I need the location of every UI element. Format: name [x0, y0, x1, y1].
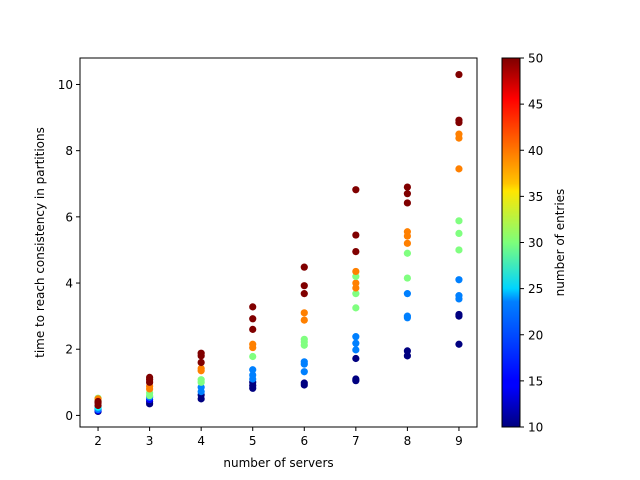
data-point — [403, 199, 411, 207]
data-point — [455, 340, 463, 348]
data-point — [403, 290, 411, 298]
data-point — [300, 316, 308, 324]
data-point — [455, 292, 463, 300]
x-tick-label: 7 — [352, 434, 360, 448]
data-point — [352, 375, 360, 383]
data-point — [352, 284, 360, 292]
colorbar-gradient — [501, 57, 521, 428]
y-tick-label: 2 — [65, 343, 73, 357]
data-point — [352, 354, 360, 363]
y-axis-label: time to reach consistency in partitions — [33, 127, 47, 358]
x-tick-label: 4 — [197, 434, 205, 448]
data-point — [455, 116, 463, 124]
x-tick-label: 2 — [94, 434, 102, 448]
data-points — [94, 70, 463, 416]
data-point — [352, 272, 360, 281]
data-point — [403, 312, 411, 320]
data-point — [403, 239, 411, 247]
data-point — [249, 371, 257, 379]
data-point — [249, 352, 257, 361]
data-point — [455, 310, 463, 319]
data-point — [300, 282, 308, 290]
data-point — [249, 303, 257, 311]
data-point — [197, 376, 205, 384]
x-tick-label: 3 — [146, 434, 154, 448]
x-tick-label: 9 — [455, 434, 463, 448]
data-point — [300, 263, 308, 271]
data-point — [455, 229, 463, 237]
data-point — [352, 186, 360, 194]
colorbar-tick-label: 15 — [528, 374, 543, 388]
x-tick-label: 8 — [404, 434, 412, 448]
data-point — [352, 279, 360, 287]
colorbar-tick-label: 10 — [528, 421, 543, 435]
data-point — [249, 315, 257, 323]
plot-area — [79, 57, 478, 428]
data-point — [403, 347, 411, 355]
colorbar-tick-label: 45 — [528, 98, 543, 112]
data-point — [300, 379, 308, 387]
x-axis-ticks: 2 3 4 5 6 7 8 9 — [94, 427, 463, 448]
y-tick-label: 0 — [65, 409, 73, 423]
data-point — [146, 373, 154, 381]
colorbar: 10 15 20 25 30 35 40 45 50 number of entries — [501, 52, 567, 435]
data-point — [455, 130, 463, 138]
x-axis-label: number of servers — [223, 456, 333, 470]
data-point — [300, 368, 308, 376]
data-point — [352, 231, 360, 239]
colorbar-tick-label: 35 — [528, 190, 543, 204]
y-tick-label: 10 — [58, 78, 73, 92]
data-point — [352, 346, 360, 354]
data-point — [249, 366, 257, 374]
data-point — [352, 267, 360, 276]
data-point — [197, 383, 205, 391]
colorbar-label: number of entries — [553, 189, 567, 297]
data-point — [455, 276, 463, 284]
x-tick-label: 5 — [249, 434, 257, 448]
data-point — [300, 290, 308, 298]
x-tick-label: 6 — [300, 434, 308, 448]
data-point — [352, 290, 360, 298]
data-point — [455, 70, 463, 79]
data-point — [300, 309, 308, 317]
data-point — [455, 217, 463, 225]
data-point — [352, 248, 360, 256]
data-point — [403, 183, 411, 191]
colorbar-ticks: 10 15 20 25 30 35 40 45 50 — [520, 52, 543, 435]
y-tick-label: 8 — [65, 144, 73, 158]
axes-frame — [79, 57, 478, 428]
data-point — [403, 274, 411, 282]
data-point — [197, 358, 205, 367]
data-point — [249, 325, 257, 333]
data-point — [300, 358, 308, 366]
y-tick-label: 4 — [65, 277, 73, 291]
data-point — [197, 364, 205, 373]
data-point — [403, 352, 411, 360]
colorbar-tick-label: 25 — [528, 282, 543, 296]
data-point — [403, 228, 411, 236]
colorbar-tick-label: 50 — [528, 52, 543, 66]
data-point — [197, 349, 205, 357]
data-point — [300, 335, 308, 343]
data-point — [455, 165, 463, 173]
colorbar-tick-label: 30 — [528, 236, 543, 250]
y-axis-ticks: 0 2 4 6 8 10 — [58, 78, 80, 423]
y-tick-label: 6 — [65, 210, 73, 224]
data-point — [455, 246, 463, 254]
data-point — [403, 190, 411, 198]
colorbar-tick-label: 20 — [528, 328, 543, 342]
data-point — [403, 249, 411, 257]
data-point — [249, 340, 257, 348]
data-point — [352, 333, 360, 341]
colorbar-tick-label: 40 — [528, 144, 543, 158]
data-point — [352, 339, 360, 347]
data-point — [352, 304, 360, 312]
data-point — [94, 397, 102, 406]
